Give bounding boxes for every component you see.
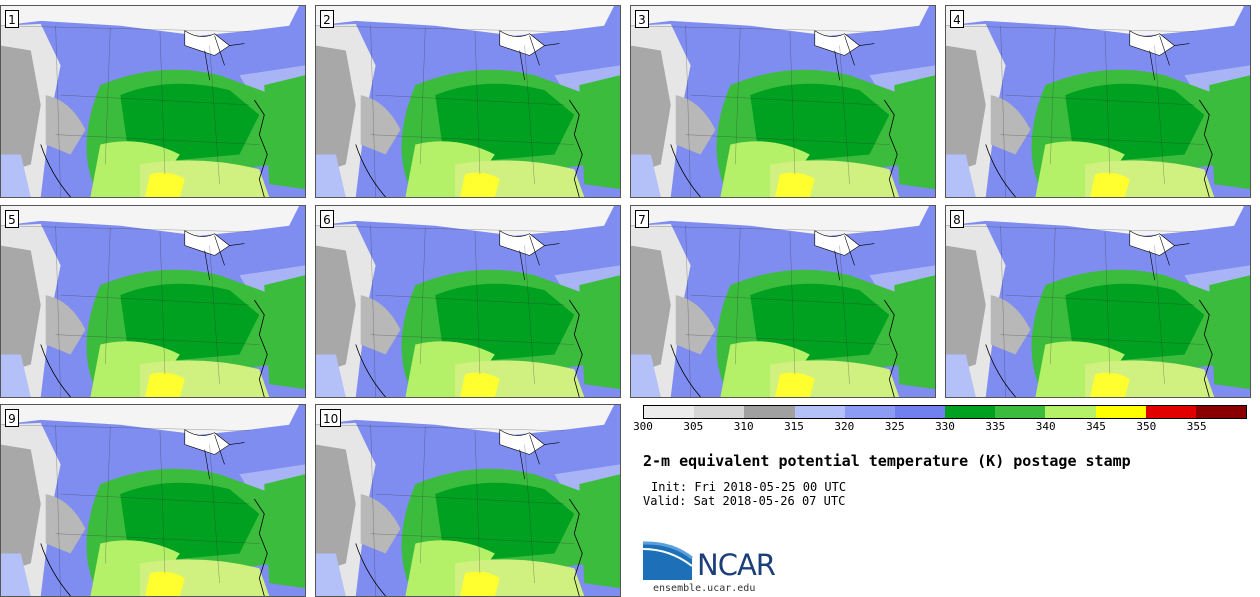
map-panel-1: 1 — [0, 5, 306, 198]
map-image — [631, 206, 935, 397]
colorbar-tick-label: 305 — [683, 420, 704, 433]
colorbar-tick-label: 350 — [1136, 420, 1157, 433]
member-number: 8 — [950, 210, 964, 228]
ncar-logo-icon — [642, 541, 693, 580]
map-panel-5: 5 — [0, 205, 306, 398]
colorbar-segment — [1195, 406, 1247, 418]
member-number: 2 — [320, 10, 334, 28]
map-image — [1, 405, 305, 596]
colorbar-segment — [995, 406, 1046, 418]
member-number: 6 — [320, 210, 334, 228]
colorbar-segment — [694, 406, 745, 418]
logo-url: ensemble.ucar.edu — [653, 583, 756, 594]
valid-time: Valid: Sat 2018-05-26 07 UTC — [643, 494, 846, 508]
colorbar — [643, 405, 1247, 419]
map-panel-6: 6 — [315, 205, 621, 398]
map-panel-10: 10 — [315, 404, 621, 597]
member-number: 1 — [5, 10, 19, 28]
colorbar-ticks: 300 305 310 315 320 325 330 335 340 345 350 355 — [633, 420, 1247, 438]
colorbar-segment — [894, 406, 946, 418]
colorbar-segment — [794, 406, 845, 418]
colorbar-segment — [1145, 406, 1196, 418]
colorbar-segment — [644, 406, 695, 418]
colorbar-segment — [744, 406, 795, 418]
colorbar-tick-label: 340 — [1035, 420, 1056, 433]
member-number: 9 — [5, 409, 19, 427]
map-panel-3: 3 — [630, 5, 936, 198]
member-number: 4 — [950, 10, 964, 28]
init-time: Init: Fri 2018-05-25 00 UTC — [651, 480, 847, 494]
colorbar-tick-label: 345 — [1086, 420, 1106, 433]
colorbar-tick-label: 335 — [985, 420, 1006, 433]
colorbar-segment — [1095, 406, 1146, 418]
map-panel-7: 7 — [630, 205, 936, 398]
member-number: 7 — [635, 210, 649, 228]
colorbar-tick-label: 330 — [935, 420, 955, 433]
colorbar-tick-label: 315 — [784, 420, 804, 433]
map-image — [946, 206, 1250, 397]
member-number: 10 — [320, 409, 342, 427]
map-image — [1, 6, 305, 197]
colorbar-tick-label: 355 — [1186, 420, 1207, 433]
map-panel-2: 2 — [315, 5, 621, 198]
map-image — [1, 206, 305, 397]
colorbar-segment — [945, 406, 996, 418]
map-image — [316, 206, 620, 397]
colorbar-segment — [844, 406, 895, 418]
member-number: 3 — [635, 10, 649, 28]
member-number: 5 — [5, 210, 19, 228]
colorbar-tick-label: 325 — [884, 420, 905, 433]
map-panel-9: 9 — [0, 404, 306, 597]
map-image — [946, 6, 1250, 197]
map-panel-4: 4 — [945, 5, 1251, 198]
colorbar-tick-label: 320 — [834, 420, 855, 433]
colorbar-tick-label: 310 — [733, 420, 754, 433]
map-image — [316, 405, 620, 596]
map-panel-8: 8 — [945, 205, 1251, 398]
chart-title: 2-m equivalent potential temperature (K)… — [643, 452, 1131, 470]
map-image — [631, 6, 935, 197]
colorbar-segment — [1045, 406, 1096, 418]
map-image — [316, 6, 620, 197]
colorbar-tick-label: 300 — [633, 420, 653, 433]
logo-text: NCAR — [697, 548, 776, 582]
